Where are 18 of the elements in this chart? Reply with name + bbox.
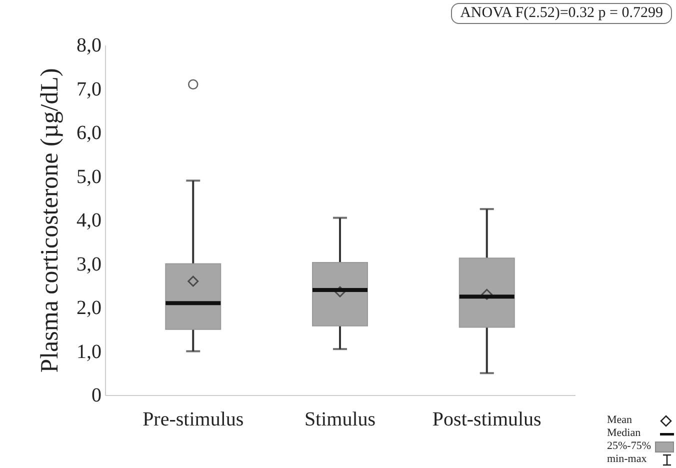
text: Median (607, 427, 641, 440)
y-tick-label: 0 (92, 384, 102, 406)
y-tick-label: 3,0 (76, 253, 102, 276)
text: min-max (607, 453, 647, 466)
x-tick-label: Stimulus (304, 408, 376, 430)
x-tick-label: Post-stimulus (432, 408, 542, 430)
y-tick-label: 6,0 (76, 122, 102, 144)
x-tick-label: Pre-stimulus (142, 408, 244, 430)
y-tick-label: 1,0 (76, 340, 102, 363)
y-tick-label: 5,0 (76, 166, 102, 188)
y-tick-label: 2,0 (76, 297, 102, 319)
y-tick-label: 8,0 (76, 34, 102, 56)
text: ANOVA F(2.52)=0.32 p = 0.7299 (451, 3, 672, 24)
text: 25%-75% (607, 440, 651, 453)
y-tick-label: 7,0 (76, 78, 102, 100)
y-axis-title: Plasma corticosterone (µg/dL) (36, 68, 64, 373)
y-tick-label: 4,0 (76, 210, 102, 232)
text: Mean (607, 414, 632, 427)
